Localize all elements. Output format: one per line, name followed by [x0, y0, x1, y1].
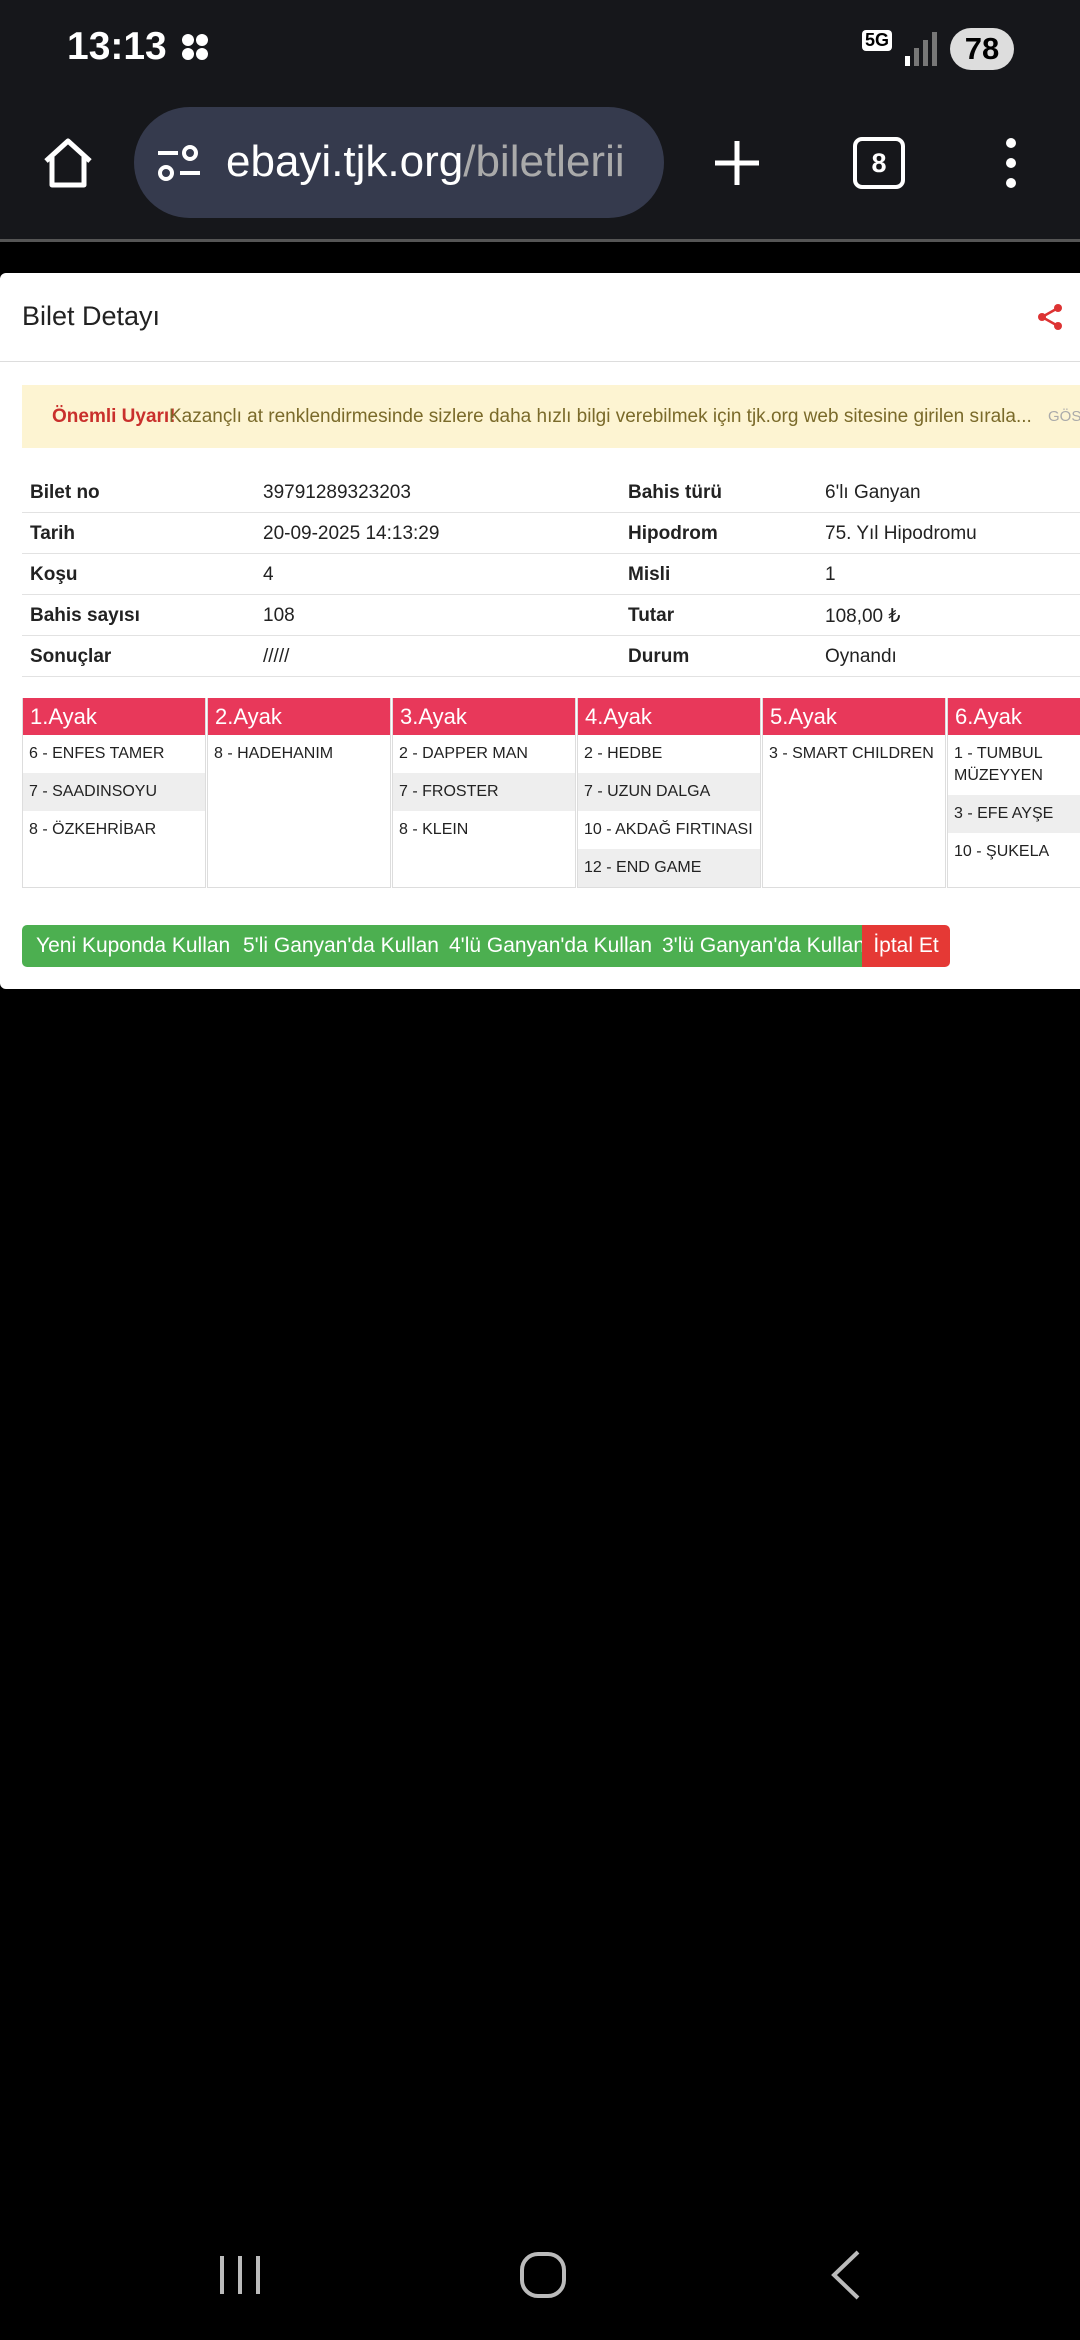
horse: 6 - ENFES TAMER: [29, 745, 165, 762]
horse: 3 - EFE AYŞE: [948, 795, 1080, 833]
leg-title: 2.Ayak: [208, 698, 390, 735]
detail-label: Sonuçlar: [30, 646, 112, 667]
menu-button[interactable]: [1000, 137, 1022, 189]
detail-value: 1: [825, 564, 836, 585]
detail-row: Bahis sayısı 108 Tutar 108,00 ₺: [22, 594, 1080, 636]
detail-row: Koşu 4 Misli 1: [22, 553, 1080, 595]
leg-column: 4.Ayak 2 - HEDBE 7 - UZUN DALGA 10 - AKDAĞ …: [577, 698, 761, 888]
browser-bar: ebayi.tjk.org/biletlerii 8: [0, 97, 1080, 242]
modal-title: Bilet Detayı: [22, 301, 161, 331]
network: 5G: [862, 30, 893, 51]
detail-value: 20-09-2025 14:13:29: [263, 523, 440, 544]
cancel-button[interactable]: İptal Et: [862, 925, 950, 967]
leg-title: 3.Ayak: [393, 698, 575, 735]
action-button[interactable]: 5'li Ganyan'da Kullan: [243, 934, 439, 957]
horse: 7 - UZUN DALGA: [578, 773, 760, 811]
warning-text: Kazançlı at renklendirmesinde sizlere da…: [169, 406, 1032, 427]
detail-label: Bilet no: [30, 482, 100, 503]
warning: Önemli Uyarı! Kazançlı at renklendirmesi…: [22, 385, 1080, 448]
detail-value: 39791289323203: [263, 482, 411, 503]
horse: 8 - ÖZKEHRİBAR: [29, 821, 157, 838]
leg-column: 1.Ayak 6 - ENFES TAMER 7 - SAADINSOYU 8 - Ö…: [22, 698, 206, 888]
leg-title: 6.Ayak: [948, 698, 1080, 735]
horse: 10 - AKDAĞ FIRTINASI: [584, 821, 753, 838]
horse: 2 - DAPPER MAN: [399, 745, 528, 762]
detail-value: 108,00 ₺: [825, 606, 901, 627]
detail-row: Tarih 20-09-2025 14:13:29 Hipodrom 75. Yıl …: [22, 512, 1080, 554]
url-domain: ebayi.tjk.org: [226, 137, 464, 186]
leg-title: 1.Ayak: [23, 698, 205, 735]
leg-title: 4.Ayak: [578, 698, 760, 735]
ticket-modal: Bilet Detayı Önemli Uyarı! Kazançlı at r…: [0, 273, 1080, 989]
detail-row: Bilet no 39791289323203 Bahis türü 6'lı Gan…: [22, 471, 1080, 513]
horse: 10 - ŞUKELA: [954, 843, 1050, 860]
detail-value: 6'lı Ganyan: [825, 482, 921, 503]
action-button[interactable]: 4'lü Ganyan'da Kullan: [449, 934, 652, 957]
notif-icon: [180, 32, 210, 62]
detail-label: Tarih: [30, 523, 76, 544]
horse: 2 - HEDBE: [584, 745, 663, 762]
horse: 12 - END GAME: [578, 849, 760, 887]
horse: 7 - SAADINSOYU: [23, 773, 205, 811]
leg-column: 5.Ayak 3 - SMART CHILDREN: [762, 698, 946, 888]
signal: [905, 32, 937, 66]
horse: 8 - HADEHANIM: [214, 745, 334, 762]
detail-label: Bahis türü: [628, 482, 722, 503]
url-bar[interactable]: ebayi.tjk.org/biletlerii: [134, 107, 664, 218]
leg-column: 6.Ayak 1 - TUMBUL MÜZEYYEN 3 - EFE AYŞE 10 …: [947, 698, 1080, 888]
button-group: [22, 925, 862, 967]
detail-label: Misli: [628, 564, 671, 585]
clock: 13:13: [67, 25, 167, 68]
detail-label: Hipodrom: [628, 523, 718, 544]
detail-label: Koşu: [30, 564, 78, 585]
detail-row: Sonuçlar ///// Durum Oynandı: [22, 635, 1080, 677]
leg-column: 3.Ayak 2 - DAPPER MAN 7 - FROSTER 8 - KLEIN: [392, 698, 576, 888]
action-button[interactable]: 3'lü Ganyan'da Kullan: [662, 934, 865, 957]
horse: 8 - KLEIN: [399, 821, 469, 838]
horse: 1 - TUMBUL MÜZEYYEN: [954, 745, 1043, 784]
nav-bar: [220, 2250, 860, 2300]
horse: 3 - SMART CHILDREN: [769, 745, 934, 762]
leg-title: 5.Ayak: [763, 698, 945, 735]
detail-value: /////: [263, 646, 290, 667]
new-tab-button[interactable]: [713, 139, 761, 187]
warning-label: Önemli Uyarı!: [52, 406, 176, 427]
horse: 7 - FROSTER: [393, 773, 575, 811]
detail-label: Tutar: [628, 605, 675, 626]
battery: 78: [950, 28, 1014, 70]
show-more[interactable]: GÖST: [1048, 408, 1080, 425]
home-button[interactable]: [40, 135, 96, 191]
detail-value: 4: [263, 564, 274, 585]
action-button[interactable]: Yeni Kuponda Kullan: [36, 934, 231, 957]
detail-label: Durum: [628, 646, 690, 667]
leg-column: 2.Ayak 8 - HADEHANIM: [207, 698, 391, 888]
url-path: /biletlerii: [463, 137, 625, 186]
detail-label: Bahis sayısı: [30, 605, 140, 626]
detail-value: Oynandı: [825, 646, 897, 667]
tab-count[interactable]: 8: [853, 137, 905, 189]
status-bar: 13:13 5G 78: [0, 0, 1080, 97]
detail-value: 108: [263, 605, 295, 626]
share-button[interactable]: [1036, 303, 1064, 331]
detail-value: 75. Yıl Hipodromu: [825, 523, 977, 544]
